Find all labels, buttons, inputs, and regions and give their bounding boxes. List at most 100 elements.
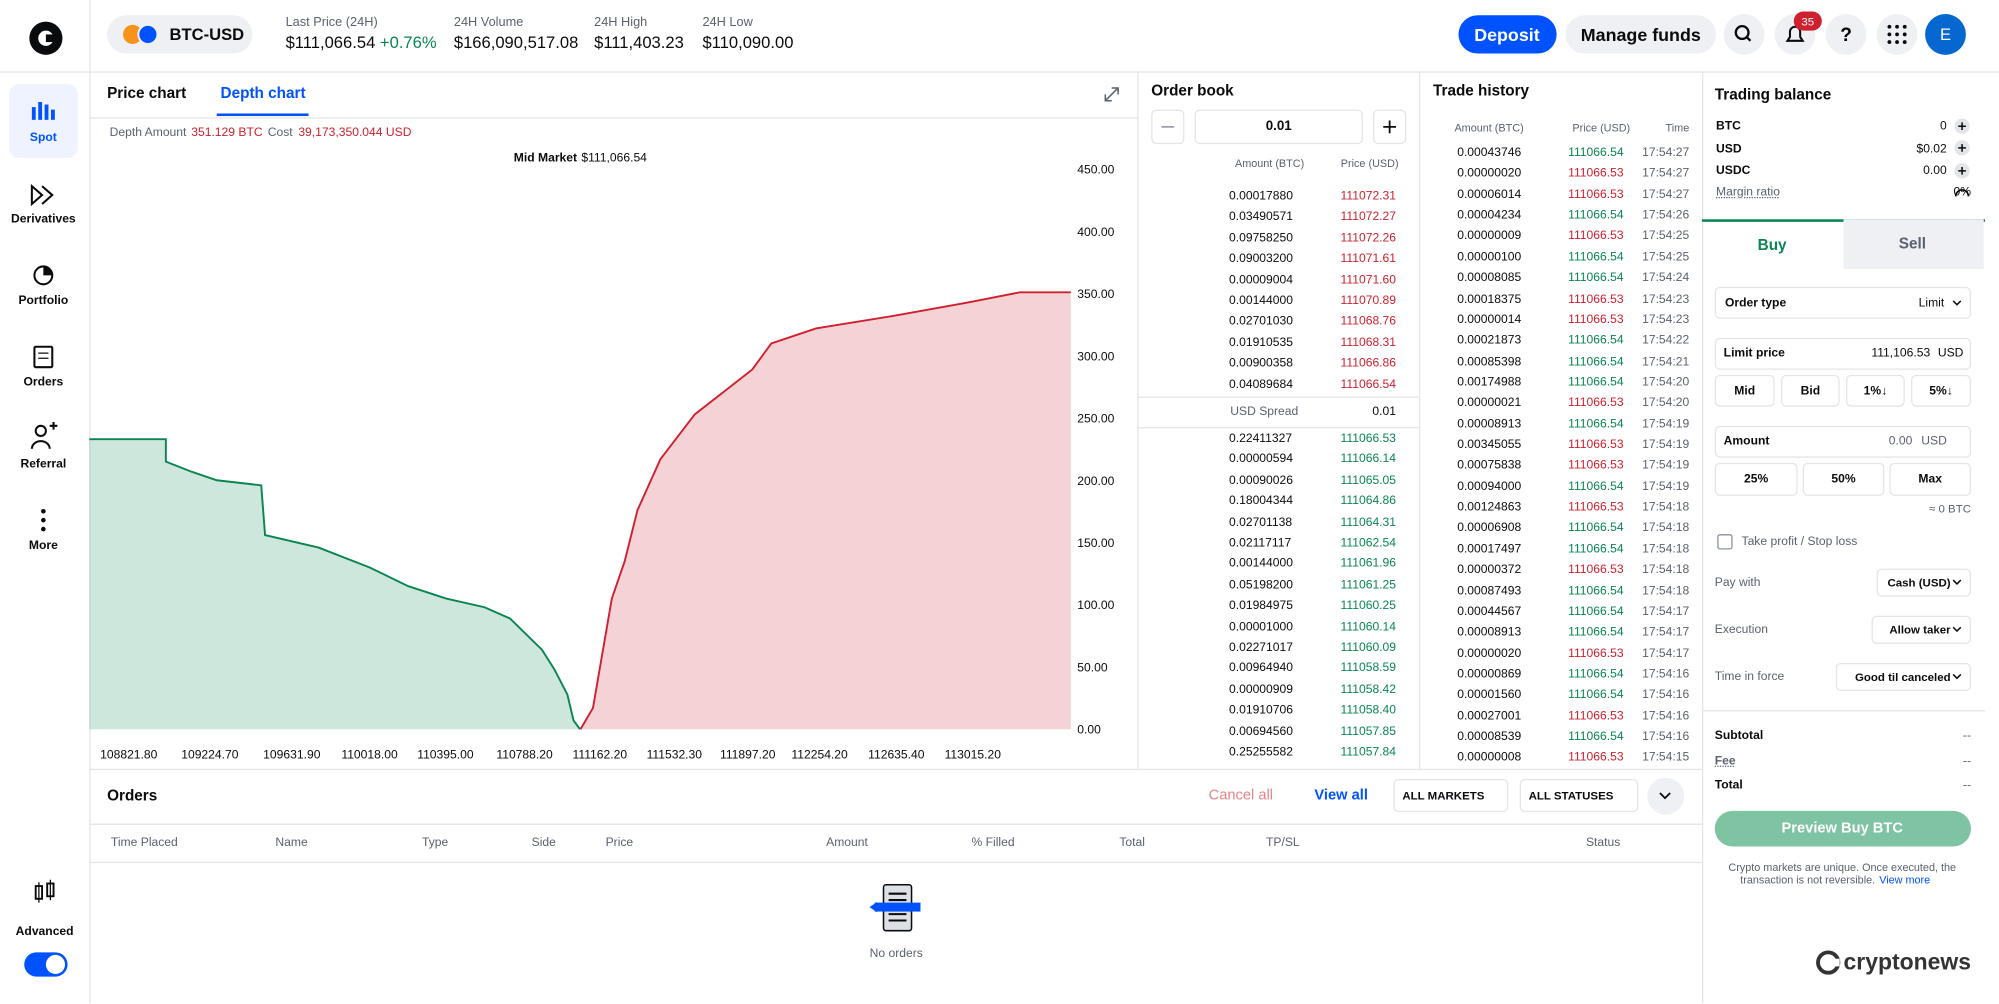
buy-tab[interactable]: Buy (1757, 235, 1787, 254)
nav-item[interactable]: Spot (29, 130, 57, 145)
increment-button[interactable] (1373, 109, 1407, 145)
decrement-button[interactable] (1151, 109, 1185, 145)
column-header: Side (531, 835, 556, 850)
limit-price-input[interactable] (1714, 337, 1971, 370)
logo[interactable] (28, 20, 64, 56)
trade-price: 111066.53 (1568, 396, 1624, 411)
x-tick-label: 109224.70 (181, 748, 239, 762)
amount-button-label[interactable]: Max (1918, 472, 1942, 487)
sell-tab-label[interactable]: Sell (1898, 234, 1926, 253)
nav-item[interactable]: Referral (20, 457, 67, 472)
bid-price: 111065.05 (1340, 473, 1397, 488)
stat-label: Last Price (24H) (285, 15, 378, 30)
manage-funds-button[interactable] (1565, 15, 1717, 54)
pay-with-select[interactable] (1876, 568, 1971, 597)
balance-value: 0.00 (1923, 163, 1947, 178)
summary-value: -- (1962, 753, 1971, 768)
nav-item[interactable]: More (28, 538, 58, 553)
nav-item[interactable]: Derivatives (11, 212, 76, 227)
increment-input[interactable] (1194, 109, 1363, 145)
time-in-force-select[interactable] (1835, 662, 1971, 691)
price-button[interactable] (1911, 374, 1971, 407)
price-button[interactable] (1846, 374, 1905, 407)
x-tick-label: 111162.20 (573, 748, 628, 762)
sell-tab[interactable] (1843, 219, 1984, 270)
preview-label[interactable]: Preview Buy BTC (1781, 821, 1903, 837)
y-tick-label: 400.00 (1077, 225, 1114, 239)
bid-price: 111060.14 (1340, 619, 1397, 634)
stat-label: 24H High (594, 15, 648, 30)
view-more-link[interactable]: View more (1879, 873, 1931, 887)
select-value[interactable]: Allow taker (1889, 623, 1951, 637)
amount-button[interactable] (1802, 462, 1885, 496)
price-button-label[interactable]: 5%↓ (1929, 384, 1953, 399)
tpsl-checkbox[interactable] (1717, 534, 1733, 550)
nav-icons (30, 101, 58, 532)
price-button-label[interactable]: Mid (1734, 384, 1756, 399)
ask-price: 111072.27 (1340, 210, 1397, 225)
manage-funds-label[interactable]: Manage funds (1580, 24, 1701, 45)
amount-button-label[interactable]: 50% (1831, 472, 1856, 487)
price-button[interactable] (1714, 374, 1775, 407)
select-value[interactable]: Good til canceled (1854, 670, 1951, 684)
ask-price: 111066.54 (1340, 377, 1397, 392)
divider (0, 71, 1999, 73)
trade-time: 17:54:23 (1642, 291, 1690, 306)
deposit-label[interactable]: Deposit (1474, 24, 1540, 45)
trade-price: 111066.54 (1568, 375, 1624, 390)
price-button-label[interactable]: 1%↓ (1863, 384, 1888, 399)
notification-count: 35 (1801, 15, 1815, 29)
summary-value: -- (1962, 778, 1971, 793)
price-button-label[interactable]: Bid (1800, 384, 1821, 399)
expand-icon[interactable] (1103, 85, 1121, 103)
ask-amount: 0.00144000 (1229, 293, 1294, 308)
ask-amount: 0.00900358 (1229, 356, 1294, 371)
ask-price: 111072.26 (1340, 231, 1397, 246)
trade-time: 17:54:16 (1642, 667, 1690, 682)
bid-price: 111058.42 (1340, 682, 1397, 697)
help-button[interactable] (1825, 14, 1867, 55)
filter-label[interactable]: ALL MARKETS (1402, 789, 1485, 802)
select-value[interactable]: Cash (USD) (1887, 576, 1951, 590)
y-tick-label: 250.00 (1077, 412, 1114, 426)
trade-price: 111066.53 (1568, 166, 1624, 181)
stat-value: $110,090.00 (702, 32, 794, 52)
filter-label[interactable]: ALL STATUSES (1528, 789, 1614, 802)
column-header: Type (421, 835, 449, 850)
amount-button[interactable] (1889, 462, 1971, 496)
deposit-button[interactable] (1458, 15, 1557, 54)
preview-button[interactable] (1714, 810, 1971, 847)
amount-button-label[interactable]: 25% (1744, 472, 1769, 487)
tab[interactable]: Price chart (107, 84, 187, 102)
empty-orders-icon (869, 884, 921, 932)
cancel-all-button[interactable]: Cancel all (1208, 787, 1273, 804)
tab[interactable]: Depth chart (220, 84, 306, 102)
nav-item[interactable]: Orders (23, 375, 64, 390)
view-all-button[interactable]: View all (1314, 787, 1368, 804)
trade-price: 111066.53 (1568, 646, 1624, 661)
markets-filter[interactable] (1393, 778, 1509, 813)
trade-price: 111066.53 (1568, 458, 1624, 473)
avatar[interactable] (1925, 14, 1966, 55)
column-header: Time (1665, 121, 1690, 134)
amount-button[interactable] (1714, 462, 1798, 496)
amount-input[interactable] (1714, 425, 1971, 458)
stat-label: 24H Volume (453, 15, 524, 30)
search-button[interactable] (1723, 14, 1765, 55)
price-button[interactable] (1781, 374, 1840, 407)
collapse-button[interactable] (1647, 777, 1685, 815)
divider (1701, 71, 1704, 1004)
depth-info: 39,173,350.044 USD (298, 125, 412, 140)
mid-market-value: $111,066.54 (581, 151, 647, 166)
pair[interactable]: BTC-USD (169, 24, 245, 44)
statuses-filter[interactable] (1519, 778, 1639, 813)
order-type-select[interactable] (1714, 286, 1971, 319)
trade-price: 111066.54 (1568, 604, 1624, 619)
depth-line (89, 438, 581, 730)
bid-price: 111066.53 (1340, 431, 1397, 446)
execution-select[interactable] (1871, 615, 1971, 644)
trade-time: 17:54:22 (1642, 333, 1690, 348)
nav-item[interactable]: Portfolio (18, 293, 69, 308)
trade-amount: 0.00001560 (1457, 688, 1522, 703)
